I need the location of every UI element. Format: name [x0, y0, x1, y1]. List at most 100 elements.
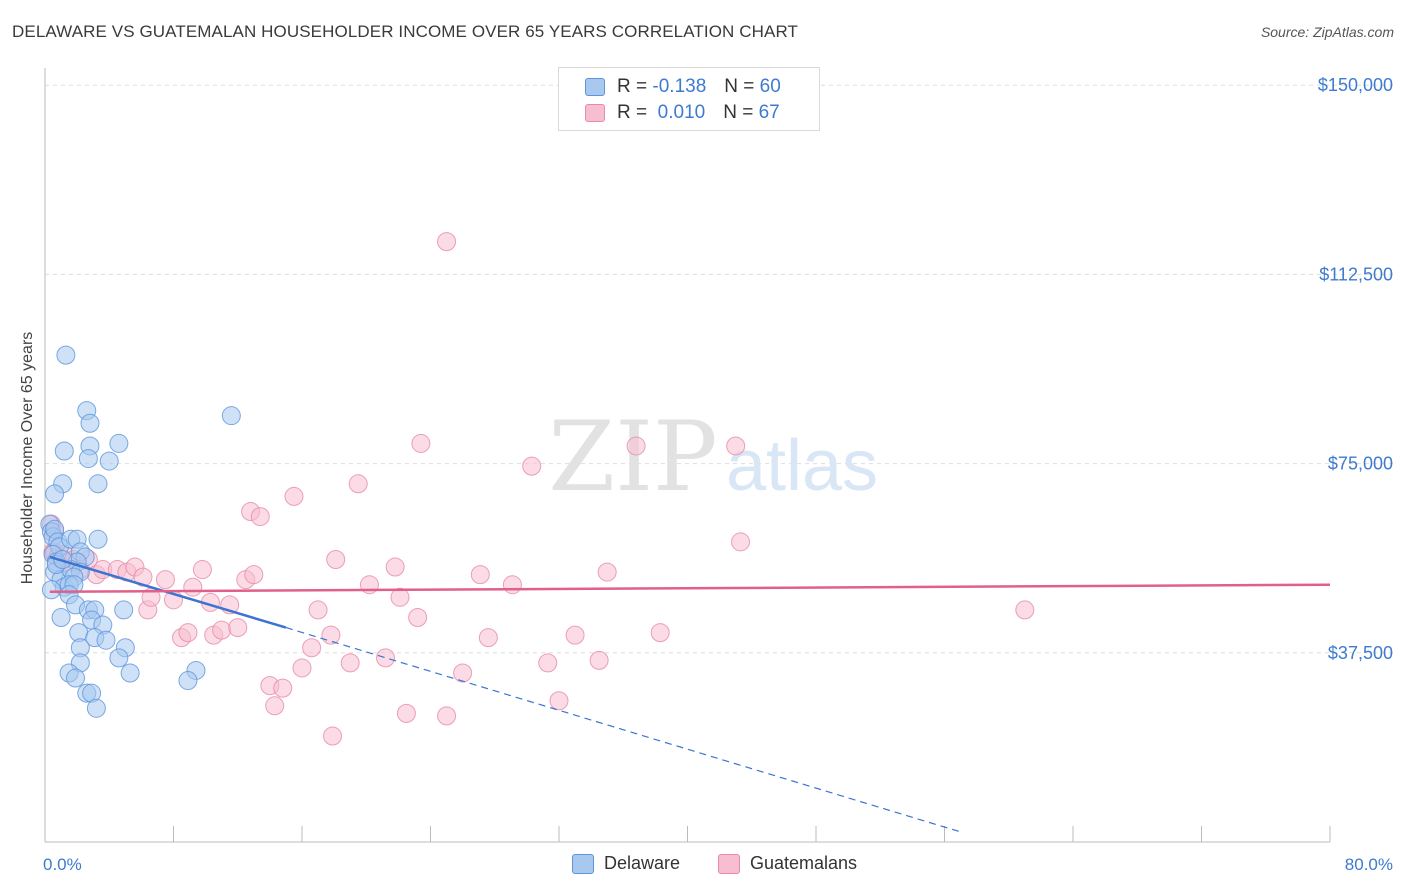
delaware-point	[109, 433, 129, 453]
guatemalan-point	[273, 678, 293, 698]
guatemalan-point	[650, 623, 670, 643]
axes	[44, 68, 1331, 843]
watermark-atlas: atlas	[726, 426, 878, 506]
guatemalan-point	[538, 653, 558, 673]
delaware-swatch	[585, 78, 605, 96]
guatemalan-point	[308, 600, 328, 620]
delaware-point	[114, 600, 134, 620]
guatemalan-point	[453, 663, 473, 683]
guatemalan-point	[549, 691, 569, 711]
guatemalan-point	[292, 658, 312, 678]
guatemalan-trend-line	[49, 583, 1331, 594]
delaware-swatch	[572, 853, 594, 874]
legend-row-delaware: R = -0.138 N = 60	[585, 75, 781, 99]
delaware-point	[120, 663, 140, 683]
guatemalan-point	[502, 575, 522, 595]
source-label: Source: ZipAtlas.com	[1260, 24, 1394, 40]
guatemalan-point	[478, 628, 498, 648]
guatemalan-point	[192, 560, 212, 580]
y-tick-label: $75,000	[1328, 454, 1393, 474]
y-tick-labels: $37,500 $75,000 $112,500 $150,000	[1318, 75, 1393, 663]
legend-n-label: N =	[723, 102, 754, 123]
guatemalan-point	[470, 565, 490, 585]
delaware-point	[54, 441, 74, 461]
guatemalan-point	[390, 587, 410, 607]
guatemalan-point	[326, 549, 346, 569]
delaware-point	[56, 345, 76, 365]
delaware-point	[178, 671, 198, 691]
x-tick-label: 80.0%	[1345, 855, 1393, 874]
delaware-point	[88, 474, 108, 494]
y-tick-label: $37,500	[1328, 643, 1393, 663]
guatemalan-point	[302, 638, 322, 658]
guatemalan-point	[408, 607, 428, 627]
guatemalan-point	[396, 703, 416, 723]
guatemalan-point	[228, 618, 248, 638]
legend-r-label: R =	[617, 76, 648, 97]
delaware-point	[109, 648, 129, 668]
delaware-point	[41, 580, 61, 600]
correlation-legend: R = -0.138 N = 60 R = 0.010 N = 67	[558, 67, 820, 131]
guatemalan-point	[244, 565, 264, 585]
guatemalans-swatch	[718, 853, 740, 874]
y-tick-label: $112,500	[1319, 264, 1393, 284]
delaware-points	[40, 345, 241, 718]
y-tick-label: $150,000	[1318, 75, 1393, 95]
delaware-point	[96, 630, 116, 650]
guatemalan-point	[565, 625, 585, 645]
delaware-point	[80, 413, 100, 433]
legend-n-value: 67	[758, 102, 780, 123]
guatemalans-swatch	[585, 104, 605, 122]
guatemalan-point	[133, 567, 153, 587]
guatemalan-point	[348, 474, 368, 494]
delaware-point	[78, 449, 98, 469]
guatemalan-point	[626, 436, 646, 456]
guatemalan-point	[437, 706, 457, 726]
legend-r-label: R =	[617, 102, 648, 123]
guatemalan-point	[340, 653, 360, 673]
guatemalan-point	[183, 577, 203, 597]
guatemalan-point	[411, 433, 431, 453]
guatemalan-point	[376, 648, 396, 668]
guatemalan-point	[323, 726, 343, 746]
x-tick-label: 0.0%	[43, 855, 82, 874]
guatemalan-point	[250, 507, 270, 527]
legend-n-label: N =	[724, 76, 755, 97]
guatemalan-point	[589, 650, 609, 670]
guatemalan-point	[212, 620, 232, 640]
guatemalan-point	[265, 696, 285, 716]
guatemalan-point	[321, 625, 341, 645]
guatemalan-point	[522, 456, 542, 476]
chart-title: DELAWARE VS GUATEMALAN HOUSEHOLDER INCOM…	[12, 22, 798, 41]
guatemalan-point	[284, 486, 304, 506]
bottom-legend-delaware: Delaware	[572, 853, 680, 874]
delaware-trend-extension	[285, 627, 961, 833]
watermark: ZIP atlas	[548, 401, 878, 513]
delaware-point	[86, 698, 106, 718]
delaware-point	[221, 406, 241, 426]
guatemalan-point	[726, 436, 746, 456]
legend-row-guatemalans: R = 0.010 N = 67	[585, 101, 780, 125]
bottom-legend-guatemalans-label: Guatemalans	[750, 853, 858, 873]
guatemalan-point	[597, 562, 617, 582]
delaware-point	[45, 484, 65, 504]
delaware-point	[66, 668, 86, 688]
guatemalan-point	[155, 570, 175, 590]
bottom-legend-delaware-label: Delaware	[604, 853, 681, 873]
guatemalan-point	[178, 623, 198, 643]
delaware-point	[88, 529, 108, 549]
delaware-point	[51, 607, 71, 627]
x-tick-labels: 0.0% 80.0%	[43, 855, 1393, 874]
guatemalan-point	[731, 532, 751, 552]
watermark-zip: ZIP	[548, 401, 717, 513]
trend-lines	[49, 555, 1331, 833]
legend-n-value: 60	[759, 76, 781, 97]
guatemalan-point	[437, 232, 457, 252]
delaware-point	[53, 549, 73, 569]
guatemalan-point	[1015, 600, 1035, 620]
delaware-point	[99, 451, 119, 471]
legend-r-value: -0.138	[652, 76, 707, 97]
guatemalan-point	[385, 557, 405, 577]
bottom-legend-guatemalans: Guatemalans	[718, 853, 857, 874]
